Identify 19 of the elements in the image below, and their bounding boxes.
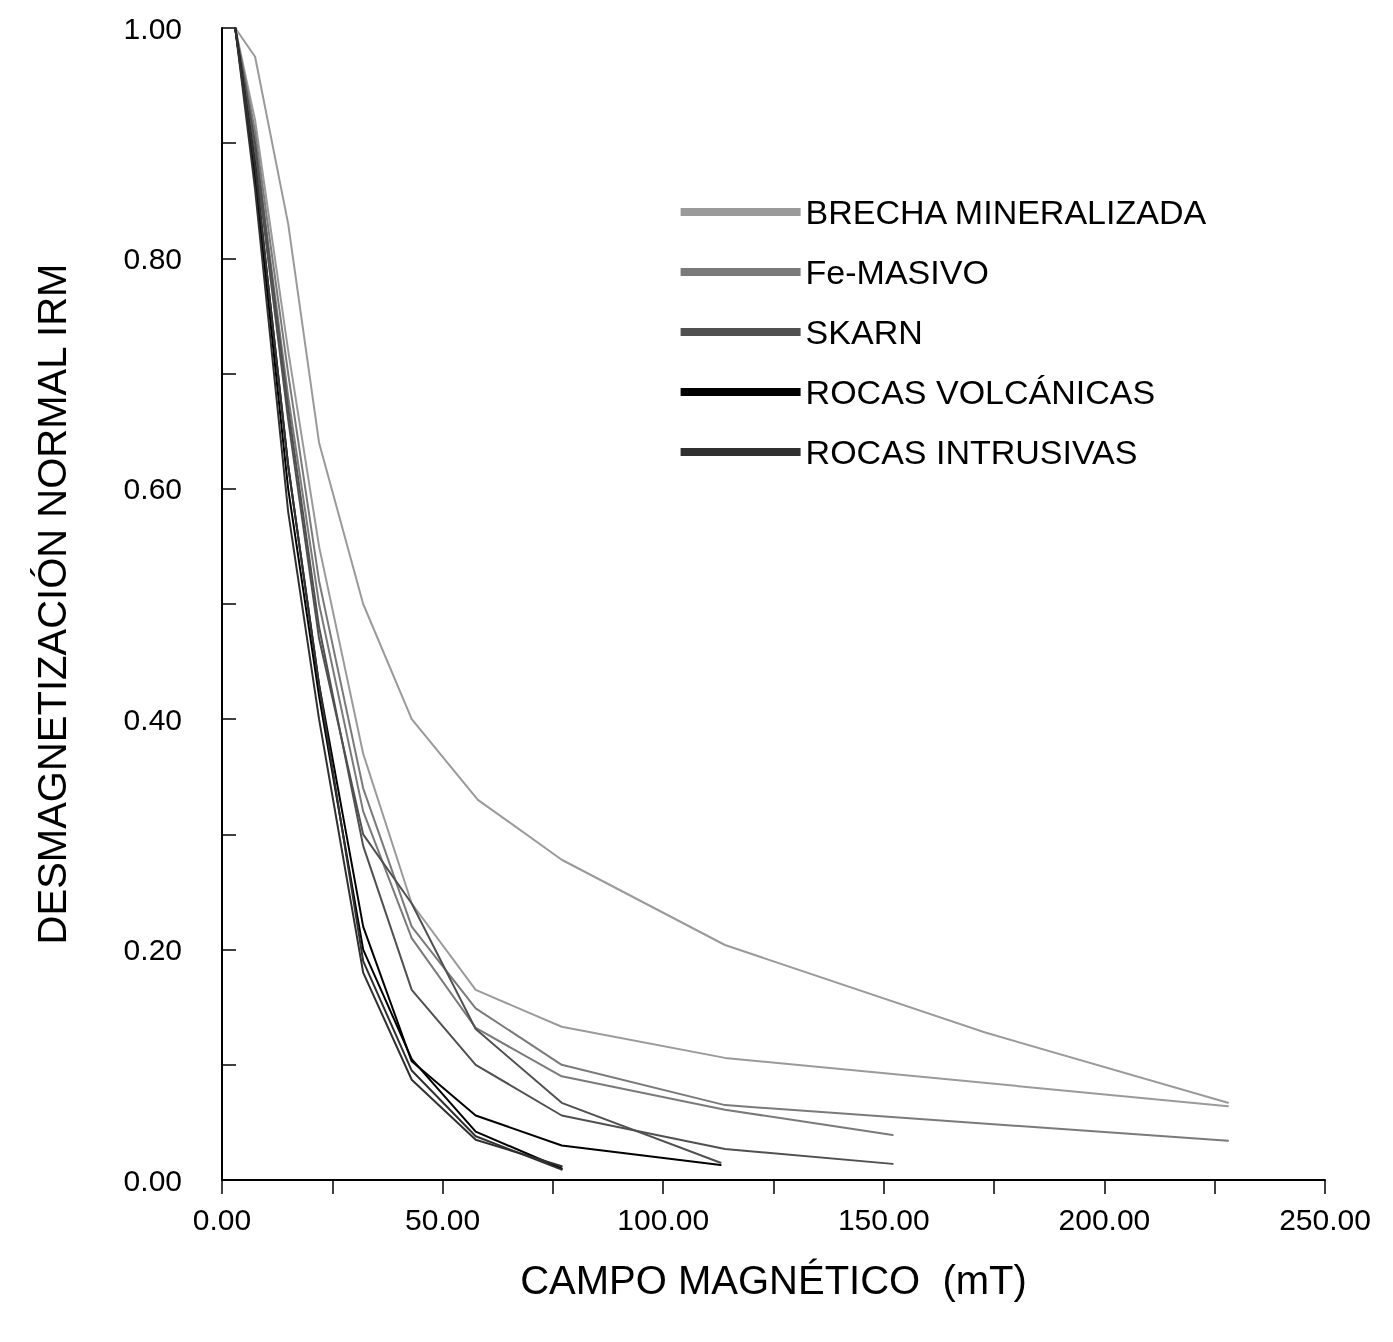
x-tick-label: 0.00 bbox=[192, 1202, 252, 1236]
y-tick-label: 0.80 bbox=[123, 241, 182, 275]
x-tick-label: 100.00 bbox=[617, 1202, 710, 1236]
x-tick-label: 50.00 bbox=[405, 1202, 481, 1236]
legend-label: Fe-MASIVO bbox=[805, 253, 989, 291]
y-tick-label: 0.20 bbox=[123, 933, 182, 967]
x-axis-title: CAMPO MAGNÉTICO (mT) bbox=[520, 1258, 1027, 1302]
y-tick-label: 0.60 bbox=[123, 472, 182, 506]
x-tick-label: 200.00 bbox=[1058, 1202, 1151, 1236]
legend-label: SKARN bbox=[805, 313, 923, 351]
y-axis-title: DESMAGNETIZACIÓN NORMAL IRM bbox=[30, 263, 74, 945]
x-tick-label: 250.00 bbox=[1279, 1202, 1371, 1236]
legend-label: ROCAS VOLCÁNICAS bbox=[805, 373, 1156, 411]
legend-label: ROCAS INTRUSIVAS bbox=[805, 433, 1138, 471]
y-tick-label: 0.40 bbox=[123, 702, 182, 736]
legend-label: BRECHA MINERALIZADA bbox=[805, 193, 1207, 231]
y-tick-label: 0.00 bbox=[123, 1163, 182, 1197]
x-tick-label: 150.00 bbox=[837, 1202, 930, 1236]
y-tick-label: 1.00 bbox=[123, 11, 182, 45]
